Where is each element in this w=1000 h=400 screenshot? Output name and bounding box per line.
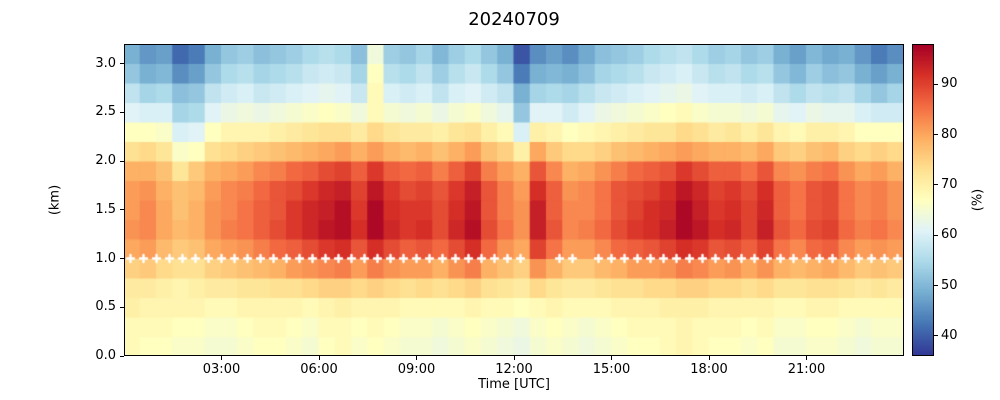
colorbar-tick-mark bbox=[934, 83, 938, 85]
y-tick-mark bbox=[120, 306, 124, 308]
colorbar-canvas bbox=[912, 44, 934, 356]
y-tick-label: 2.0 bbox=[95, 153, 116, 168]
x-tick-mark bbox=[611, 356, 612, 360]
y-tick-label: 1.0 bbox=[95, 250, 116, 266]
y-tick-label: 1.5 bbox=[95, 201, 116, 217]
colorbar-tick-mark bbox=[934, 335, 938, 337]
y-tick-mark bbox=[120, 160, 124, 162]
x-tick-mark bbox=[318, 356, 320, 360]
chart-title: 20240709 bbox=[468, 9, 560, 30]
y-tick-mark bbox=[120, 63, 124, 64]
colorbar-tick-mark bbox=[934, 184, 938, 186]
colorbar-tick-label: 80 bbox=[941, 126, 958, 142]
x-tick-label: 15:00 bbox=[592, 362, 631, 377]
x-tick-mark bbox=[513, 356, 515, 360]
colorbar-tick-mark bbox=[934, 285, 938, 287]
colorbar-tick-label: 90 bbox=[941, 76, 958, 92]
colorbar-tick-label: 40 bbox=[941, 327, 958, 343]
x-tick-label: 03:00 bbox=[202, 362, 241, 377]
x-tick-mark bbox=[416, 356, 417, 360]
y-axis-label: (km) bbox=[47, 184, 63, 216]
y-tick-label: 0.5 bbox=[95, 299, 116, 315]
y-tick-mark bbox=[120, 111, 124, 113]
x-tick-label: 06:00 bbox=[300, 362, 338, 377]
heatmap-canvas bbox=[124, 44, 904, 356]
colorbar-tick-label: 70 bbox=[941, 176, 958, 192]
x-tick-label: 12:00 bbox=[495, 362, 533, 377]
x-axis-label: Time [UTC] bbox=[478, 377, 550, 392]
x-tick-label: 21:00 bbox=[787, 362, 826, 377]
colorbar-tick-label: 50 bbox=[941, 277, 958, 293]
y-tick-mark bbox=[120, 258, 124, 259]
x-tick-label: 09:00 bbox=[397, 362, 436, 377]
colorbar-label: (%) bbox=[970, 188, 986, 212]
x-tick-label: 18:00 bbox=[690, 362, 728, 377]
x-tick-mark bbox=[708, 356, 710, 360]
y-tick-mark bbox=[120, 209, 124, 211]
x-tick-mark bbox=[806, 356, 807, 360]
colorbar-tick-mark bbox=[934, 134, 938, 136]
colorbar-tick-mark bbox=[934, 234, 938, 236]
colorbar-tick-label: 60 bbox=[941, 227, 958, 243]
y-tick-label: 3.0 bbox=[95, 55, 116, 71]
y-tick-label: 2.5 bbox=[95, 104, 116, 120]
y-tick-label: 0.0 bbox=[95, 348, 116, 363]
x-tick-mark bbox=[221, 356, 222, 360]
y-tick-mark bbox=[120, 355, 124, 357]
